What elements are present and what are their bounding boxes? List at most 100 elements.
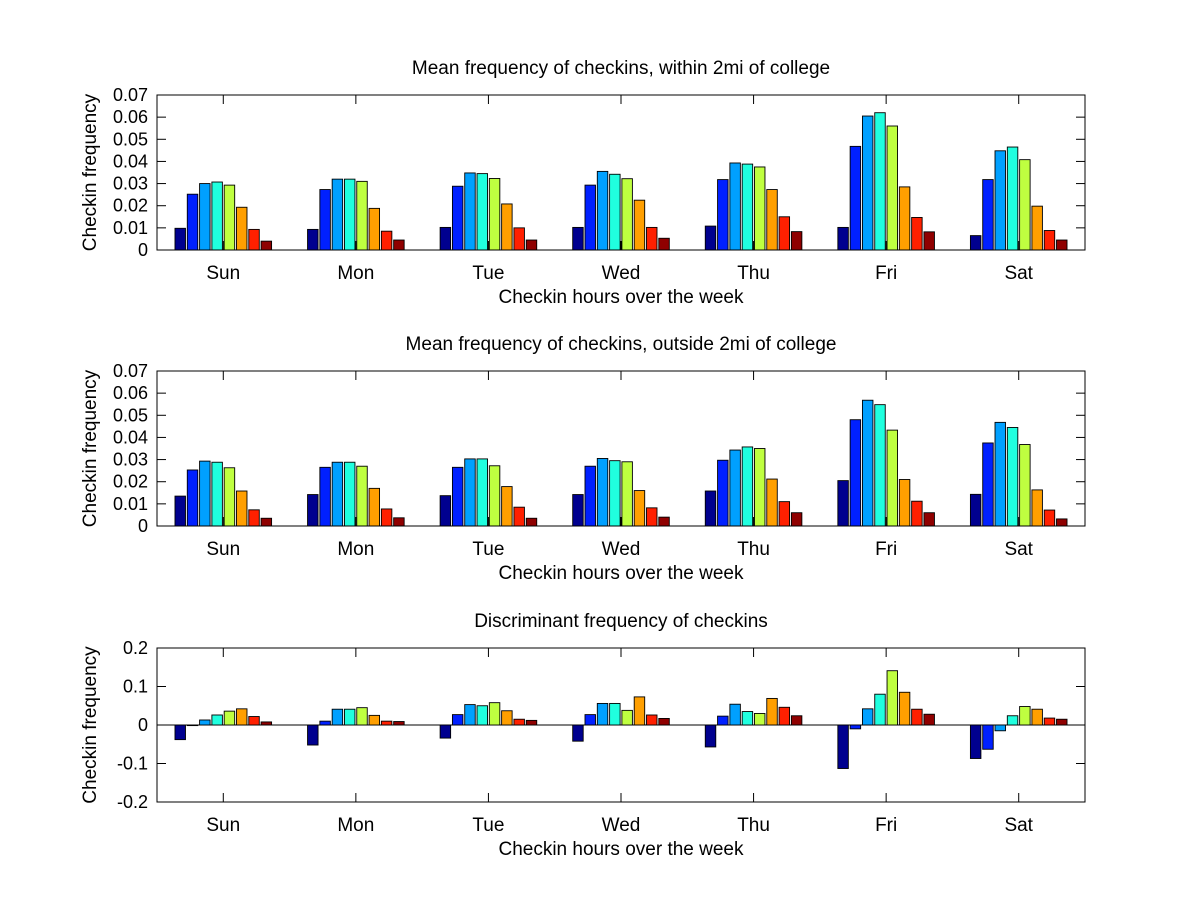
- x-axis-label: Checkin hours over the week: [498, 839, 744, 860]
- bar: [513, 227, 525, 251]
- bar: [393, 517, 405, 527]
- bar: [356, 465, 368, 527]
- x-tick-label: Mon: [337, 815, 374, 836]
- bar: [837, 480, 849, 527]
- bar: [923, 231, 935, 251]
- bar: [898, 691, 911, 726]
- bar: [969, 493, 982, 527]
- bar: [380, 508, 393, 527]
- bar: [260, 517, 273, 527]
- x-tick-label: Sun: [206, 539, 240, 560]
- bar: [174, 495, 186, 527]
- bar: [861, 708, 874, 726]
- bar: [584, 465, 596, 527]
- bar: [633, 696, 646, 726]
- bar: [646, 714, 658, 726]
- bar: [236, 206, 248, 251]
- bar: [344, 461, 356, 527]
- bar: [621, 178, 633, 251]
- bar: [861, 399, 874, 527]
- bar: [174, 227, 186, 251]
- bar: [1031, 489, 1043, 527]
- bar: [982, 724, 994, 750]
- bar: [439, 495, 452, 527]
- bar: [596, 170, 609, 251]
- y-tick-label: 0.05: [113, 129, 148, 149]
- bar: [609, 702, 621, 726]
- x-tick-label: Thu: [737, 539, 770, 560]
- bar: [331, 178, 344, 251]
- bar: [911, 216, 923, 251]
- bar: [572, 494, 584, 527]
- bar: [874, 404, 886, 527]
- chart-panel-1: Mean frequency of checkins, within 2mi o…: [80, 58, 1086, 308]
- bar: [260, 721, 273, 726]
- bar: [729, 449, 741, 527]
- x-tick-label: Sun: [206, 263, 240, 284]
- bar: [778, 706, 791, 726]
- x-tick-label: Thu: [737, 815, 770, 836]
- bar: [464, 704, 476, 726]
- bar: [1019, 444, 1031, 527]
- bar: [923, 512, 935, 527]
- bar: [609, 173, 621, 251]
- bar: [923, 713, 935, 726]
- bar: [596, 702, 609, 726]
- y-tick-label: 0.06: [113, 383, 148, 403]
- bar: [572, 724, 584, 742]
- bar: [994, 724, 1006, 732]
- bar: [633, 490, 646, 527]
- bar: [368, 487, 381, 527]
- bar: [344, 708, 356, 726]
- y-tick-label: 0.05: [113, 405, 148, 425]
- bar: [741, 446, 754, 527]
- x-tick-label: Wed: [602, 263, 641, 284]
- bar: [717, 715, 729, 726]
- bar: [1006, 146, 1019, 251]
- bar: [982, 179, 994, 251]
- bar: [501, 710, 513, 726]
- bar: [525, 239, 538, 251]
- x-tick-label: Thu: [737, 263, 770, 284]
- bar: [874, 693, 886, 726]
- x-tick-label: Fri: [875, 815, 897, 836]
- bar: [1006, 427, 1019, 527]
- bar: [861, 115, 874, 251]
- x-tick-label: Fri: [875, 539, 897, 560]
- bar: [186, 469, 199, 527]
- bar: [1031, 708, 1043, 726]
- x-tick-label: Sat: [1004, 263, 1033, 284]
- bar: [778, 501, 791, 527]
- bar: [525, 719, 538, 726]
- y-tick-label: 0: [138, 240, 148, 260]
- bar: [766, 697, 778, 726]
- bar: [778, 216, 791, 251]
- bar: [874, 112, 886, 251]
- y-tick-label: 0.07: [113, 85, 148, 105]
- y-tick-label: 0.1: [123, 677, 148, 697]
- bar: [1006, 715, 1019, 726]
- y-tick-label: -0.2: [117, 792, 148, 812]
- x-tick-label: Fri: [875, 263, 897, 284]
- bar: [609, 460, 621, 527]
- bar: [248, 716, 260, 726]
- bar: [754, 448, 766, 527]
- bar: [886, 670, 898, 726]
- bar: [380, 720, 393, 726]
- bar: [969, 235, 982, 251]
- chart-panel-3: Discriminant frequency of checkins -0.2 -0…: [80, 611, 1086, 860]
- bar: [849, 419, 862, 527]
- bar: [969, 724, 982, 759]
- bar: [248, 509, 260, 527]
- bar: [1056, 239, 1068, 251]
- bar: [464, 172, 476, 251]
- bar: [741, 711, 754, 726]
- bar: [572, 226, 584, 251]
- bar: [464, 458, 476, 527]
- bar: [717, 459, 729, 527]
- y-axis-label: Checkin frequency: [80, 93, 101, 251]
- bar: [319, 720, 331, 726]
- x-tick-label: Tue: [472, 539, 504, 560]
- bar: [766, 478, 778, 527]
